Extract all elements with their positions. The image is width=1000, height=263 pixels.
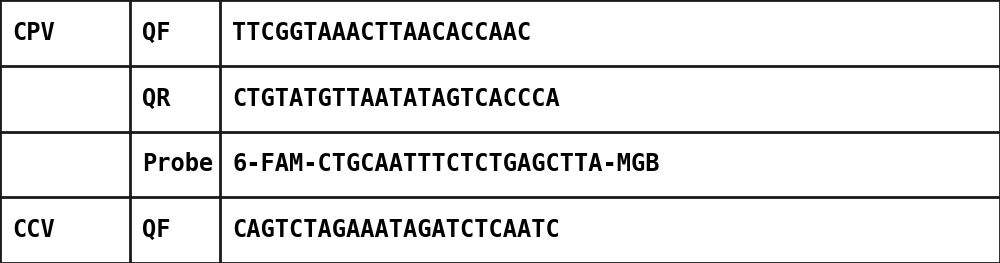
Text: TTCGGTAAACTTAACACCAAC: TTCGGTAAACTTAACACCAAC: [232, 21, 531, 45]
Text: Probe: Probe: [142, 152, 213, 176]
Text: CTGTATGTTAATATAGTCACCCA: CTGTATGTTAATATAGTCACCCA: [232, 87, 560, 111]
Text: CPV: CPV: [12, 21, 55, 45]
Text: 6-FAM-CTGCAATTTCTCTGAGCTTA-MGB: 6-FAM-CTGCAATTTCTCTGAGCTTA-MGB: [232, 152, 660, 176]
Text: QF: QF: [142, 218, 171, 242]
Text: QF: QF: [142, 21, 171, 45]
Text: CCV: CCV: [12, 218, 55, 242]
Text: QR: QR: [142, 87, 171, 111]
Text: CAGTCTAGAAATAGATCTCAATC: CAGTCTAGAAATAGATCTCAATC: [232, 218, 560, 242]
